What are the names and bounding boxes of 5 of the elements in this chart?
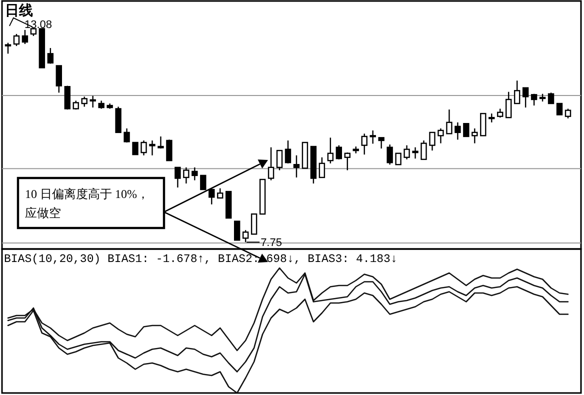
annotation: 13.08 bbox=[24, 18, 52, 31]
annotation: 7.75 bbox=[260, 237, 282, 250]
annotation: 10 日偏离度高于 10%，应做空 bbox=[25, 187, 149, 220]
chart-title: 日线 bbox=[5, 2, 33, 18]
text: BIAS(10,20,30) BIAS1: -1.678↑, BIAS2: 698↓, BIAS3: 4.183↓ bbox=[4, 253, 398, 266]
